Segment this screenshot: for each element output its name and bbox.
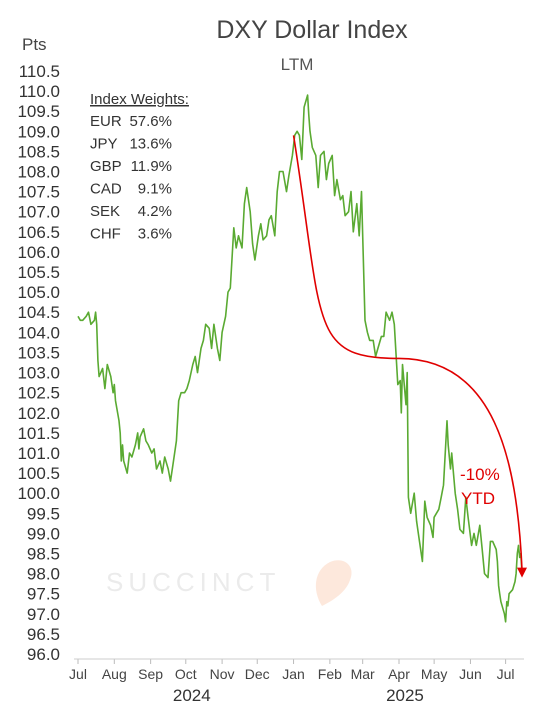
weight-currency: SEK — [90, 203, 120, 220]
y-tick-label: 101.5 — [17, 424, 60, 443]
watermark-text: SUCCINCT — [106, 567, 280, 597]
y-tick-label: 102.5 — [17, 384, 60, 403]
x-year-label: 2024 — [173, 686, 211, 705]
weight-value: 11.9% — [131, 158, 172, 175]
annotation-pct: -10% — [460, 465, 500, 484]
series-layer — [77, 94, 523, 623]
weight-currency: CAD — [90, 181, 122, 198]
y-tick-label: 96.5 — [27, 625, 60, 644]
y-tick-label: 97.5 — [27, 585, 60, 604]
y-tick-label: 97.0 — [27, 605, 60, 624]
y-tick-label: 98.5 — [27, 544, 60, 563]
watermark: SUCCINCT — [106, 560, 352, 606]
y-tick-label: 108.0 — [17, 163, 60, 182]
x-year-label: 2025 — [386, 686, 424, 705]
y-tick-label: 103.5 — [17, 343, 60, 362]
x-tick-label: Feb — [318, 666, 342, 682]
y-tick-label: 105.0 — [17, 283, 60, 302]
x-tick-label: Jul — [497, 666, 515, 682]
y-tick-label: 102.0 — [17, 404, 60, 423]
index-weights-heading: Index Weights: — [90, 91, 189, 108]
weight-currency: CHF — [90, 226, 121, 243]
watermark-logo-icon — [315, 560, 352, 606]
y-tick-label: 98.0 — [27, 565, 60, 584]
annotation: -10% YTD — [292, 135, 527, 578]
weight-value: 13.6% — [129, 136, 172, 153]
y-tick-label: 96.0 — [27, 645, 60, 664]
x-tick-label: Sep — [138, 666, 163, 682]
chart-subtitle: LTM — [281, 55, 314, 74]
x-tick-label: May — [421, 666, 447, 682]
weight-currency: JPY — [90, 136, 118, 153]
weight-value: 3.6% — [138, 226, 172, 243]
y-tick-label: 101.0 — [17, 444, 60, 463]
y-tick-label: 110.5 — [19, 62, 60, 81]
x-tick-label: Aug — [102, 666, 127, 682]
y-tick-label: 99.0 — [27, 524, 60, 543]
y-tick-label: 100.5 — [17, 464, 60, 483]
y-tick-label: 104.5 — [17, 303, 60, 322]
arrowhead-icon — [517, 567, 527, 578]
x-axis: Jul Aug Sep Oct Nov Dec Jan Feb Mar Apr May Jun Jul 2… — [69, 659, 515, 705]
y-tick-label: 107.0 — [17, 203, 60, 222]
x-tick-label: Mar — [351, 666, 375, 682]
x-tick-label: Jul — [69, 666, 87, 682]
y-axis-unit: Pts — [22, 35, 47, 54]
x-tick-label: Jun — [459, 666, 482, 682]
annotation-ytd: YTD — [461, 489, 495, 508]
y-tick-label: 100.0 — [17, 484, 60, 503]
y-tick-label: 103.0 — [17, 364, 60, 383]
y-tick-label: 109.0 — [17, 122, 60, 141]
x-tick-label: Apr — [388, 666, 410, 682]
weight-value: 4.2% — [138, 203, 172, 220]
y-tick-label: 110.0 — [19, 82, 60, 101]
x-tick-label: Dec — [245, 666, 270, 682]
y-tick-label: 109.5 — [17, 102, 60, 121]
annotation-arrow — [292, 135, 523, 570]
weight-currency: GBP — [90, 158, 122, 175]
index-weights-box: Index Weights: EUR 57.6% JPY 13.6% GBP 11.9% C… — [90, 91, 189, 243]
weight-value: 57.6% — [129, 113, 172, 130]
x-tick-label: Nov — [210, 666, 235, 682]
y-tick-label: 104.0 — [17, 323, 60, 342]
y-tick-label: 108.5 — [17, 142, 60, 161]
y-tick-label: 107.5 — [17, 183, 60, 202]
y-tick-label: 106.5 — [17, 223, 60, 242]
weight-value: 9.1% — [138, 181, 172, 198]
dxy-series-line — [77, 94, 523, 623]
y-tick-label: 105.5 — [17, 263, 60, 282]
x-tick-label: Jan — [282, 666, 305, 682]
y-tick-label: 106.0 — [17, 243, 60, 262]
y-tick-label: 99.5 — [27, 504, 60, 523]
chart-title: DXY Dollar Index — [216, 16, 408, 44]
x-tick-label: Oct — [175, 666, 197, 682]
weight-currency: EUR — [90, 113, 122, 130]
